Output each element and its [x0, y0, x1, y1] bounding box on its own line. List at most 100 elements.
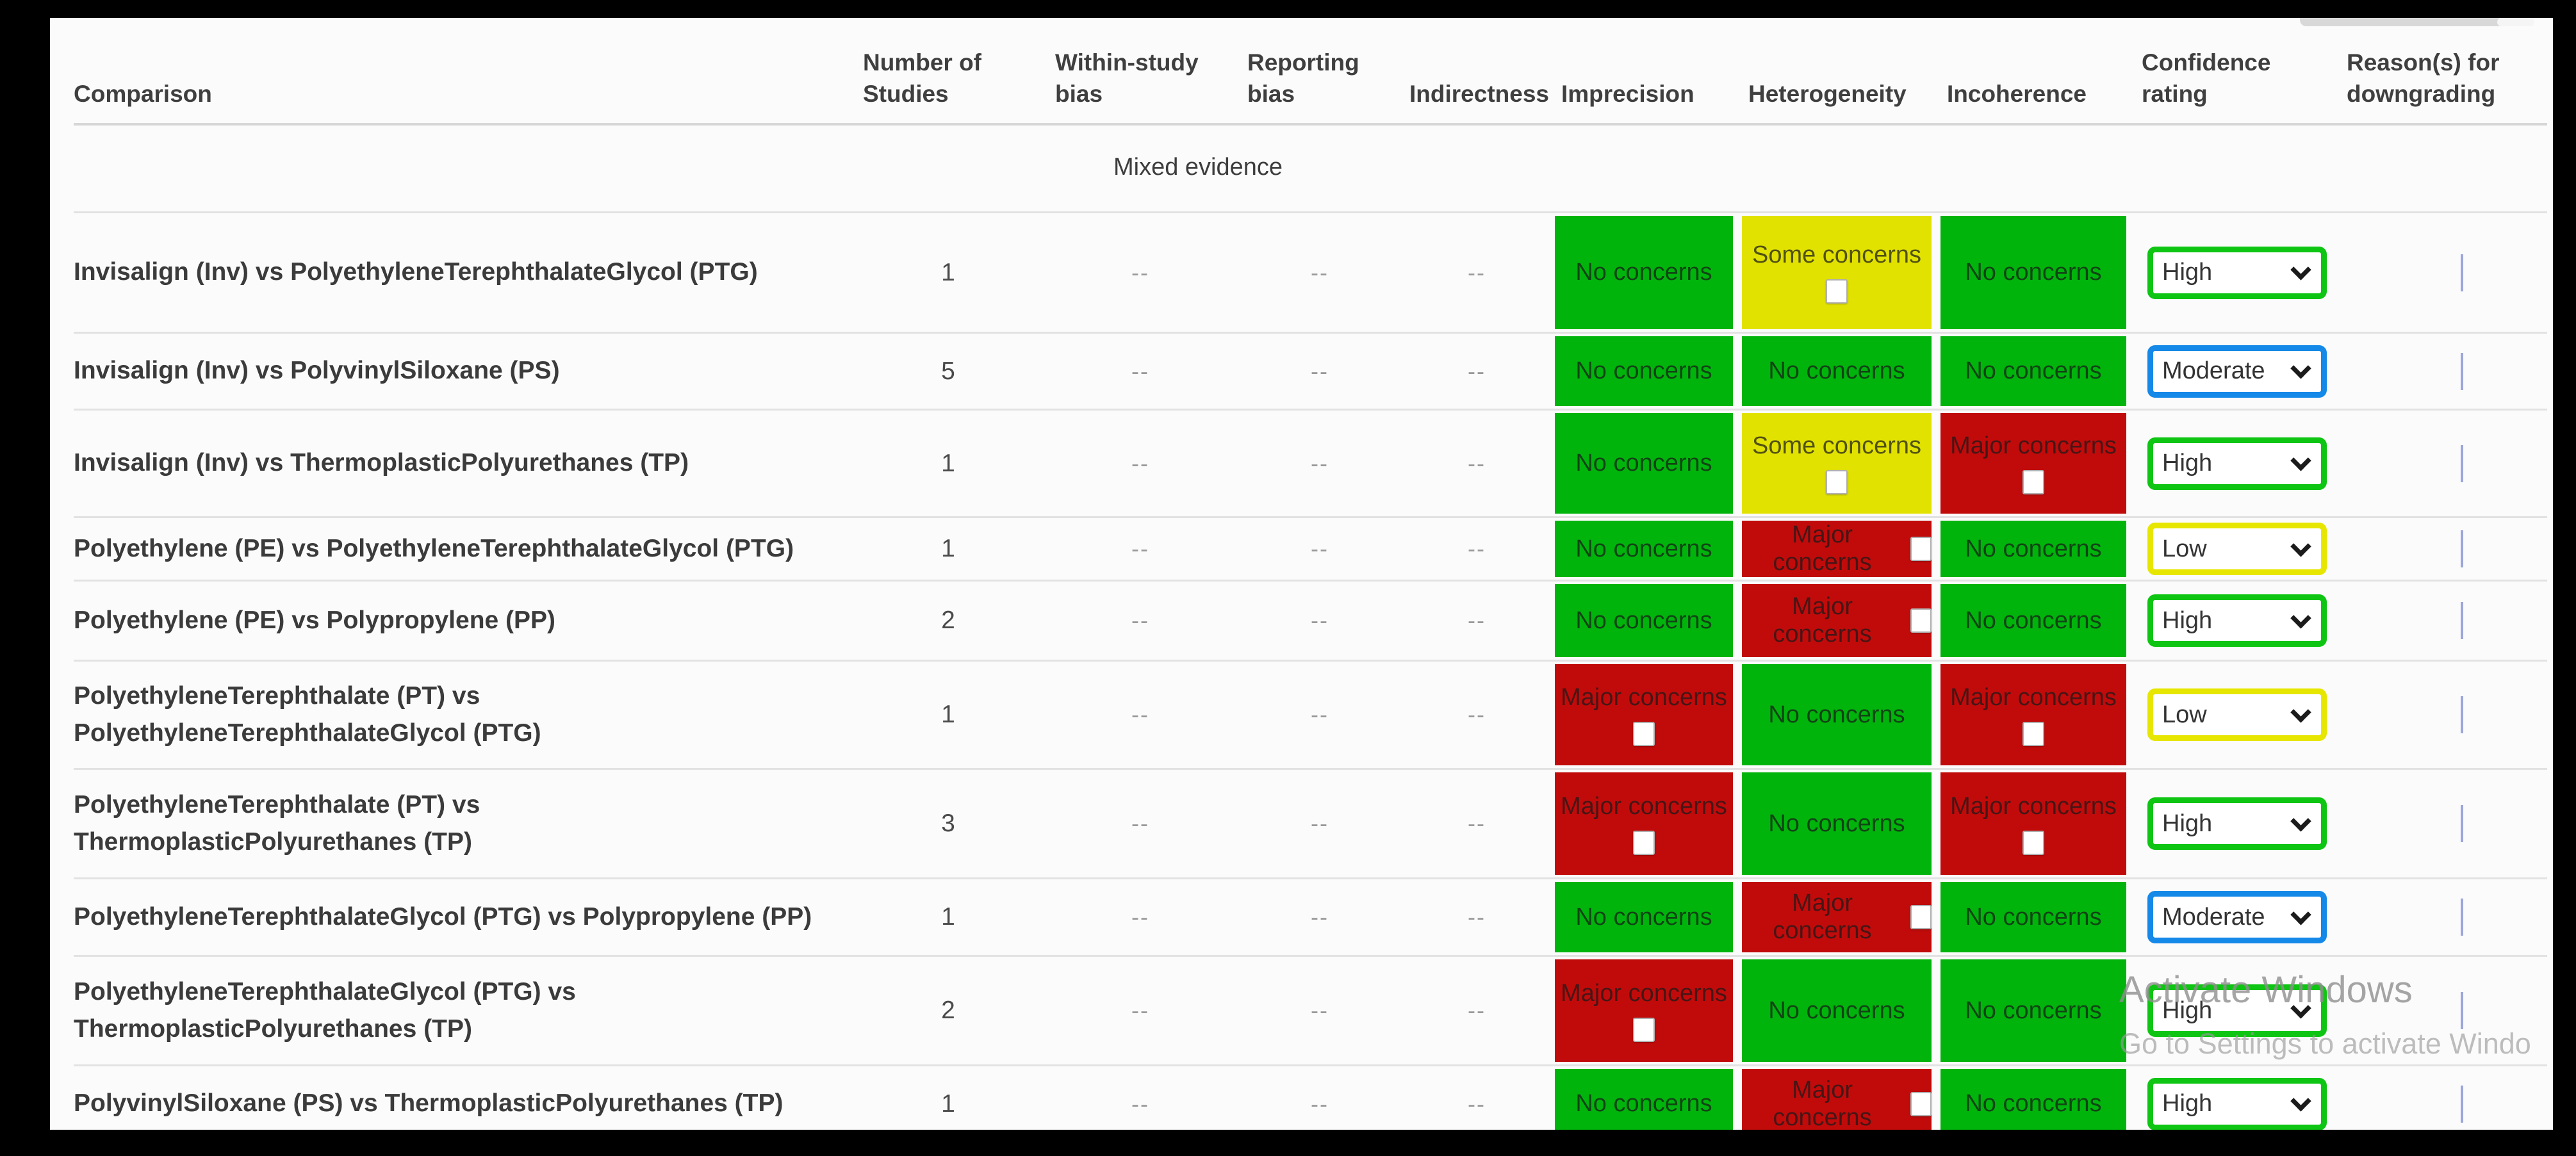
within-study-bias-value: -- [1131, 1090, 1149, 1117]
heterogeneity-cell: Major concerns [1742, 584, 1932, 657]
reason-input-caret[interactable] [2461, 696, 2463, 733]
heterogeneity-checkbox[interactable] [1826, 279, 1848, 304]
reason-input-caret[interactable] [2461, 530, 2463, 567]
reason-input-caret[interactable] [2461, 805, 2463, 842]
chevron-down-icon [2290, 810, 2311, 832]
heterogeneity-cell: No concerns [1742, 959, 1932, 1062]
heterogeneity-cell: Some concerns [1742, 216, 1932, 329]
incoherence-cell: No concerns [1940, 959, 2126, 1062]
incoherence-cell: No concerns [1940, 1069, 2126, 1130]
confidence-select[interactable]: Low [2147, 523, 2327, 575]
confidence-select[interactable]: Low [2147, 688, 2327, 741]
studies-count: 1 [941, 903, 955, 931]
horizontal-scrollbar-thumb[interactable] [2300, 18, 2524, 26]
confidence-select[interactable]: Moderate [2147, 345, 2327, 398]
indirectness-value: -- [1468, 259, 1486, 286]
heterogeneity-label: No concerns [1768, 810, 1905, 837]
heterogeneity-checkbox[interactable] [1910, 537, 1932, 561]
reason-input-caret[interactable] [2461, 1085, 2463, 1123]
indirectness-value: -- [1468, 1090, 1486, 1117]
imprecision-checkbox[interactable] [1633, 1017, 1655, 1042]
confidence-select[interactable]: Moderate [2147, 891, 2327, 943]
reporting-bias-value: -- [1311, 997, 1329, 1023]
comparison-label: PolyvinylSiloxane (PS) vs ThermoplasticP… [74, 1089, 783, 1118]
reason-input-caret[interactable] [2461, 352, 2463, 390]
indirectness-value: -- [1468, 535, 1486, 562]
imprecision-cell: No concerns [1555, 413, 1733, 514]
confidence-select[interactable]: High [2147, 437, 2327, 490]
heterogeneity-checkbox[interactable] [1910, 608, 1932, 633]
table-row: PolyethyleneTerephthalate (PT) vs Thermo… [74, 770, 2547, 879]
table-header-row: Comparison Number of Studies Within-stud… [74, 18, 2547, 126]
heterogeneity-label: Some concerns [1752, 241, 1921, 268]
imprecision-checkbox[interactable] [1633, 830, 1655, 855]
studies-count: 2 [941, 606, 955, 634]
heterogeneity-cell: Some concerns [1742, 413, 1932, 514]
confidence-select[interactable]: High [2147, 594, 2327, 647]
reason-input-caret[interactable] [2461, 254, 2463, 291]
incoherence-checkbox[interactable] [2022, 470, 2044, 494]
imprecision-label: No concerns [1575, 450, 1712, 476]
incoherence-cell: No concerns [1940, 336, 2126, 406]
confidence-select[interactable]: High [2147, 984, 2327, 1037]
reporting-bias-value: -- [1311, 607, 1329, 633]
confidence-select[interactable]: High [2147, 1077, 2327, 1130]
reporting-bias-value: -- [1311, 259, 1329, 286]
within-study-bias-value: -- [1131, 450, 1149, 476]
confidence-value: Low [2162, 701, 2207, 728]
heterogeneity-label: Major concerns [1773, 521, 1872, 576]
within-study-bias-value: -- [1131, 259, 1149, 286]
activate-windows-watermark-line2: Go to Settings to activate Windo [2119, 1027, 2531, 1060]
activate-windows-watermark-line1: Activate Windows [2119, 969, 2413, 1011]
column-header-indirectness: Indirectness [1409, 81, 1549, 108]
chevron-down-icon [2290, 535, 2311, 557]
table-row: PolyethyleneTerephthalateGlycol (PTG) vs… [74, 957, 2547, 1066]
table-row: Invisalign (Inv) vs PolyvinylSiloxane (P… [74, 334, 2547, 411]
within-study-bias-value: -- [1131, 607, 1149, 633]
studies-count: 2 [941, 997, 955, 1024]
reason-input-caret[interactable] [2461, 992, 2463, 1029]
column-header-comparison: Comparison [74, 81, 212, 108]
confidence-select[interactable]: High [2147, 797, 2327, 850]
confidence-value: High [2162, 259, 2213, 286]
imprecision-checkbox[interactable] [1633, 721, 1655, 746]
comparison-label: PolyethyleneTerephthalate (PT) vs Thermo… [74, 790, 480, 856]
indirectness-value: -- [1468, 357, 1486, 384]
evidence-table-panel: Comparison Number of Studies Within-stud… [50, 18, 2553, 1130]
reason-input-caret[interactable] [2461, 602, 2463, 639]
incoherence-checkbox[interactable] [2022, 830, 2044, 855]
column-header-imprecision: Imprecision [1561, 81, 1694, 108]
chevron-down-icon [2290, 357, 2311, 379]
scrollbar-track-notch [2497, 18, 2534, 26]
incoherence-label: No concerns [1965, 535, 2102, 562]
heterogeneity-cell: Major concerns [1742, 521, 1932, 577]
reason-input-caret[interactable] [2461, 899, 2463, 936]
heterogeneity-label: Major concerns [1773, 1076, 1872, 1130]
heterogeneity-checkbox[interactable] [1910, 905, 1932, 929]
studies-count: 1 [941, 535, 955, 562]
within-study-bias-value: -- [1131, 997, 1149, 1023]
incoherence-checkbox[interactable] [2022, 721, 2044, 746]
confidence-value: High [2162, 810, 2213, 837]
within-study-bias-value: -- [1131, 701, 1149, 728]
table-row: Polyethylene (PE) vs PolyethyleneTerepht… [74, 518, 2547, 582]
studies-count: 3 [941, 810, 955, 837]
reporting-bias-value: -- [1311, 810, 1329, 836]
imprecision-cell: No concerns [1555, 882, 1733, 952]
heterogeneity-checkbox[interactable] [1910, 1091, 1932, 1116]
indirectness-value: -- [1468, 997, 1486, 1023]
heterogeneity-checkbox[interactable] [1826, 470, 1848, 494]
imprecision-label: No concerns [1575, 606, 1712, 634]
confidence-select[interactable]: High [2147, 246, 2327, 299]
indirectness-value: -- [1468, 450, 1486, 476]
reporting-bias-value: -- [1311, 357, 1329, 384]
imprecision-label: No concerns [1575, 357, 1712, 384]
confidence-value: High [2162, 997, 2213, 1024]
heterogeneity-label: Major concerns [1773, 593, 1872, 647]
table-row: PolyethyleneTerephthalate (PT) vs Polyet… [74, 662, 2547, 770]
incoherence-cell: No concerns [1940, 216, 2126, 329]
indirectness-value: -- [1468, 810, 1486, 836]
reason-input-caret[interactable] [2461, 444, 2463, 482]
evidence-table: Comparison Number of Studies Within-stud… [74, 18, 2547, 1130]
reporting-bias-value: -- [1311, 450, 1329, 476]
